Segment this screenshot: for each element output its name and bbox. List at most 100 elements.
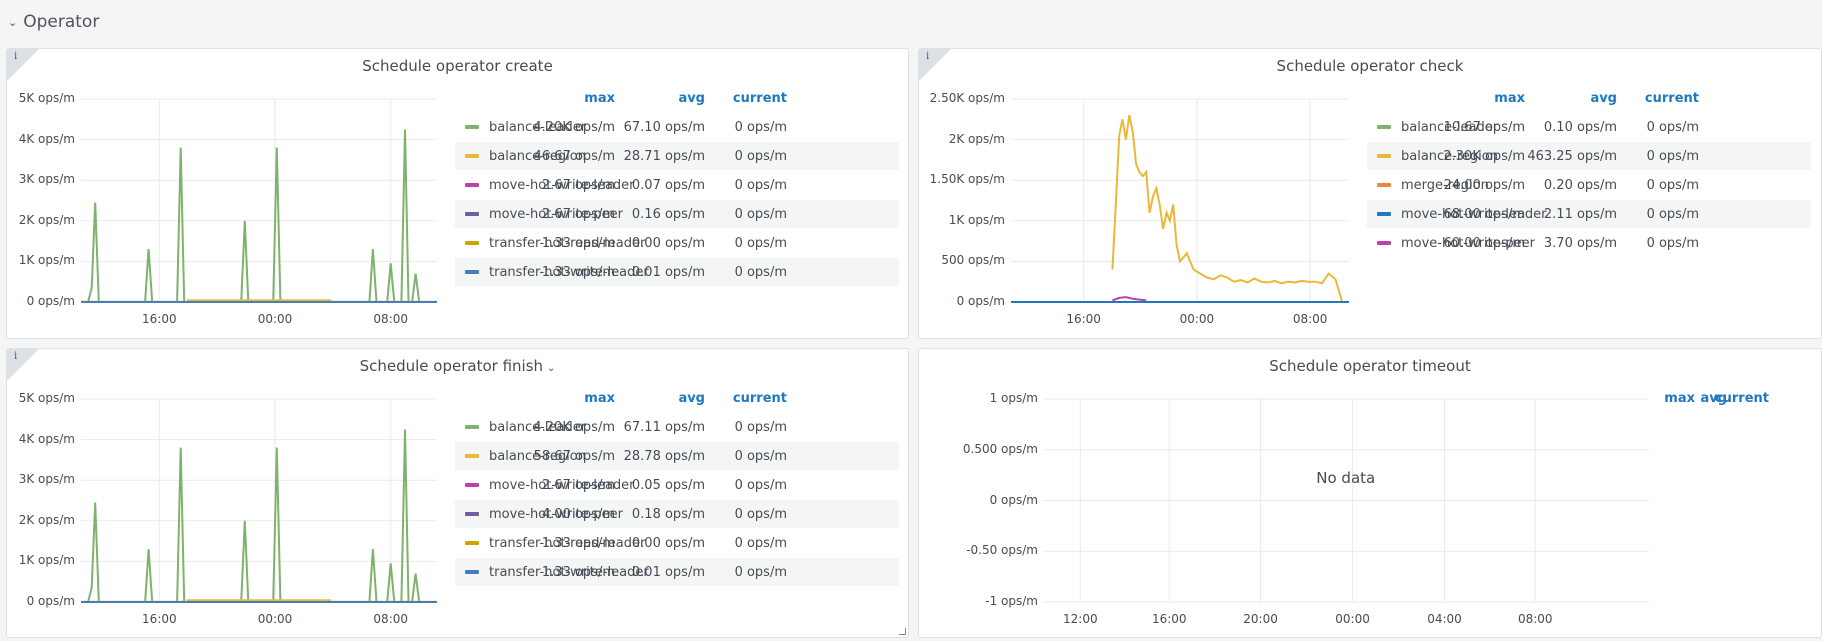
legend-series-name[interactable]: move-hot-write-leader [489,177,635,193]
legend-swatch[interactable] [465,154,479,158]
legend-swatch[interactable] [465,183,479,187]
legend-series-name[interactable]: transfer-hot-write-leader [489,564,649,580]
legend-swatch[interactable] [465,454,479,458]
legend-value-max: 58.67 ops/m [533,448,615,464]
legend-header-current[interactable]: current [732,391,787,406]
legend-value-current: 0 ops/m [734,506,787,522]
legend-swatch[interactable] [465,425,479,429]
chevron-down-icon[interactable]: ⌄ [8,15,18,29]
legend-swatch[interactable] [1377,241,1391,245]
legend-swatch[interactable] [465,541,479,545]
legend-series-name[interactable]: transfer-hot-read-leader [489,235,646,251]
legend-row[interactable]: transfer-hot-read-leader 1.33 ops/m 0.00 o… [455,229,899,257]
legend-row[interactable]: balance-region 2.30K ops/m 463.25 ops/m 0 o… [1367,142,1811,170]
row-header-operator[interactable]: ⌄ Operator [8,10,99,34]
info-icon[interactable]: i [14,351,18,362]
legend-row[interactable]: transfer-hot-read-leader 1.33 ops/m 0.00 o… [455,529,899,557]
legend-series-name[interactable]: balance-leader [1401,119,1499,135]
panel-title[interactable]: Schedule operator check [1276,57,1464,75]
legend-row[interactable]: transfer-hot-write-leader 1.33 ops/m 0.01 … [455,558,899,586]
legend-value-current: 0 ops/m [734,148,787,164]
y-tick-label: 0 ops/m [956,294,1005,308]
legend-row[interactable]: balance-region 46.67 ops/m 28.71 ops/m 0 op… [455,142,899,170]
legend-row[interactable]: move-hot-write-leader 2.67 ops/m 0.05 ops/… [455,471,899,499]
legend-header-current[interactable]: current [1644,91,1699,106]
legend-row[interactable]: balance-leader 10.67 ops/m 0.10 ops/m 0 ops… [1367,113,1811,141]
info-corner[interactable] [919,49,951,81]
legend-row[interactable]: move-hot-write-leader 2.67 ops/m 0.07 ops/… [455,171,899,199]
legend-header-max[interactable]: max [1664,391,1695,406]
legend-swatch[interactable] [1377,154,1391,158]
legend-header-max[interactable]: max [584,91,615,106]
chevron-down-icon[interactable]: ⌄ [547,363,556,374]
info-icon[interactable]: i [14,51,18,62]
resize-handle[interactable] [899,628,906,635]
legend-value-max: 2.67 ops/m [541,206,615,222]
legend-swatch[interactable] [465,241,479,245]
legend-series-name[interactable]: balance-region [1401,148,1498,164]
panel-title[interactable]: Schedule operator create [362,57,553,75]
y-tick-label: 500 ops/m [941,253,1005,268]
legend-swatch[interactable] [1377,183,1391,187]
legend-swatch[interactable] [465,570,479,574]
legend-series-name[interactable]: transfer-hot-read-leader [489,535,646,551]
legend-value-current: 0 ops/m [734,448,787,464]
legend-swatch[interactable] [465,512,479,516]
legend-row[interactable]: move-hot-write-peer 4.00 ops/m 0.18 ops/m 0… [455,500,899,528]
plot-area[interactable] [81,398,437,603]
info-corner[interactable] [7,49,39,81]
plot-area[interactable] [1044,398,1649,603]
legend-row[interactable]: balance-leader 4.20K ops/m 67.11 ops/m 0 op… [455,413,899,441]
legend-header-current[interactable]: current [732,91,787,106]
legend-header-avg[interactable]: avg [678,91,705,106]
legend-row[interactable]: balance-leader 4.20K ops/m 67.10 ops/m 0 op… [455,113,899,141]
legend-header-current[interactable]: current [1714,391,1769,406]
legend-series-name[interactable]: move-hot-write-peer [1401,235,1535,251]
legend-series-name[interactable]: merge-region [1401,177,1489,193]
plot-area[interactable] [1011,98,1349,303]
legend-header-max[interactable]: max [584,391,615,406]
plot-area[interactable] [81,98,437,303]
y-tick-label: -1 ops/m [985,594,1038,608]
legend-header-avg[interactable]: avg [1590,91,1617,106]
legend-series-name[interactable]: move-hot-write-leader [1401,206,1547,222]
x-tick-label: 20:00 [1243,612,1278,626]
info-corner[interactable] [7,349,39,381]
panel-title[interactable]: Schedule operator timeout [1269,357,1471,375]
legend-value-avg: 67.11 ops/m [623,419,705,435]
legend-value-current: 0 ops/m [734,564,787,580]
legend-row[interactable]: move-hot-write-leader 68.00 ops/m 2.11 ops… [1367,200,1811,228]
legend-series-name[interactable]: move-hot-write-leader [489,477,635,493]
legend-swatch[interactable] [1377,212,1391,216]
legend-row[interactable]: balance-region 58.67 ops/m 28.78 ops/m 0 op… [455,442,899,470]
legend-swatch[interactable] [1377,125,1391,129]
legend-value-avg: 463.25 ops/m [1527,148,1617,164]
legend-swatch[interactable] [465,270,479,274]
legend-series-name[interactable]: move-hot-write-peer [489,506,623,522]
legend-series-name[interactable]: balance-leader [489,119,587,135]
legend-row[interactable]: merge-region 24.00 ops/m 0.20 ops/m 0 ops/m [1367,171,1811,199]
legend-series-name[interactable]: balance-leader [489,419,587,435]
legend-row[interactable]: move-hot-write-peer 60.00 ops/m 3.70 ops/m… [1367,229,1811,257]
legend-series-name[interactable]: balance-region [489,148,586,164]
y-tick-label: 1K ops/m [18,553,75,568]
legend-row[interactable]: move-hot-write-peer 2.67 ops/m 0.16 ops/m 0… [455,200,899,228]
legend-header-max[interactable]: max [1494,91,1525,106]
x-tick-label: 16:00 [142,312,177,326]
legend-value-avg: 3.70 ops/m [1543,235,1617,251]
panel-title-wrap[interactable]: Schedule operator finish ⌄ [7,357,908,375]
x-tick-label: 12:00 [1063,612,1098,626]
legend-swatch[interactable] [465,125,479,129]
legend-series-name[interactable]: balance-region [489,448,586,464]
legend-series-name[interactable]: move-hot-write-peer [489,206,623,222]
legend-series-name[interactable]: transfer-hot-write-leader [489,264,649,280]
legend-value-max: 24.00 ops/m [1443,177,1525,193]
legend-row[interactable]: transfer-hot-write-leader 1.33 ops/m 0.01 … [455,258,899,286]
legend-swatch[interactable] [465,212,479,216]
y-tick-label: 3K ops/m [18,172,75,187]
legend-swatch[interactable] [465,483,479,487]
panel-title[interactable]: Schedule operator finish [359,357,544,375]
legend-header-avg[interactable]: avg [1700,391,1727,406]
legend-header-avg[interactable]: avg [678,391,705,406]
info-icon[interactable]: i [926,51,930,62]
